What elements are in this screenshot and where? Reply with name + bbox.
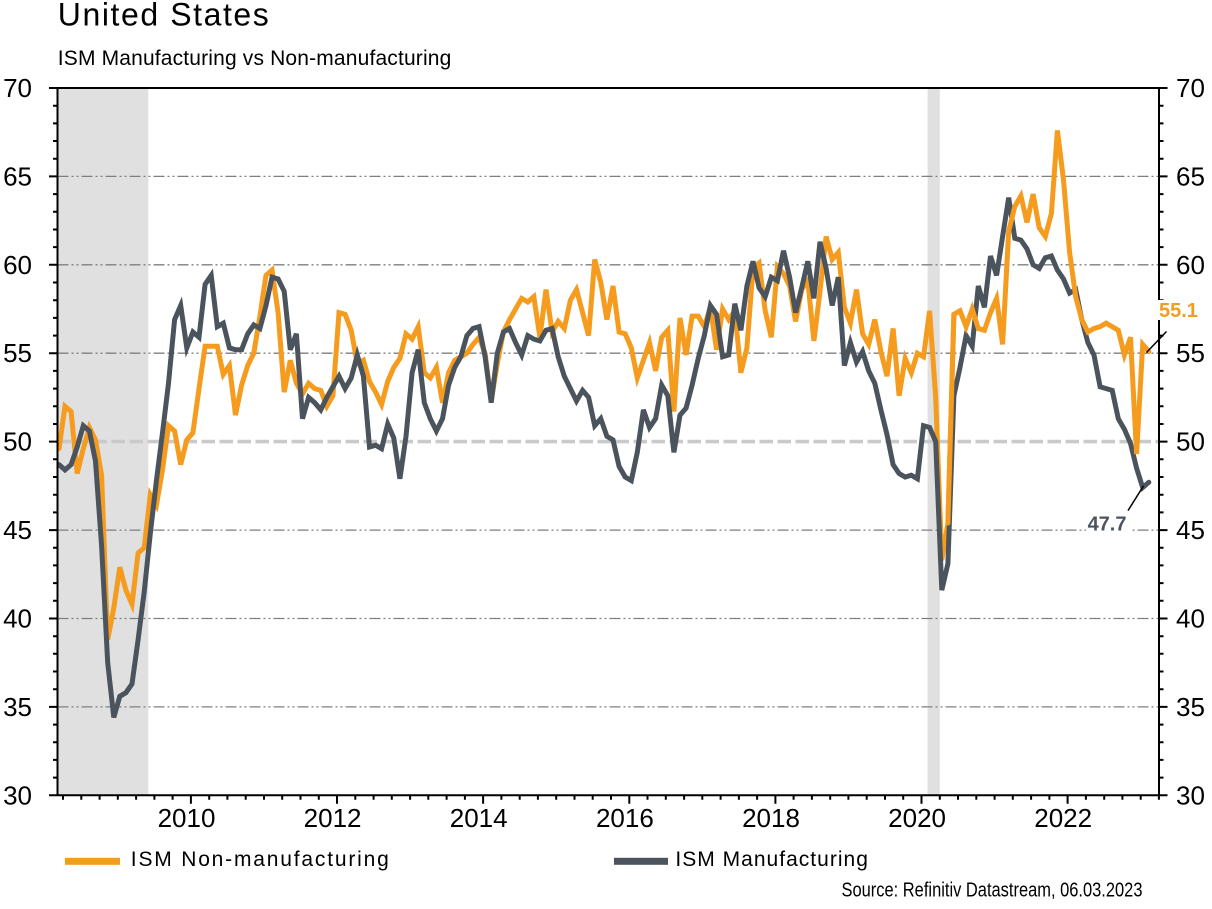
svg-text:30: 30 <box>1176 780 1205 810</box>
svg-text:40: 40 <box>1176 604 1205 634</box>
svg-text:35: 35 <box>3 692 32 722</box>
svg-text:2020: 2020 <box>888 803 946 833</box>
svg-text:50: 50 <box>1176 427 1205 457</box>
svg-text:60: 60 <box>1176 250 1205 280</box>
svg-text:United States: United States <box>58 0 269 33</box>
svg-text:2022: 2022 <box>1034 803 1092 833</box>
svg-text:Source: Refinitiv Datastream,: Source: Refinitiv Datastream, 06.03.2023 <box>842 879 1143 901</box>
svg-text:ISM Non-manufacturing: ISM Non-manufacturing <box>131 848 389 871</box>
svg-text:55: 55 <box>3 338 32 368</box>
svg-text:40: 40 <box>3 604 32 634</box>
svg-text:65: 65 <box>3 161 32 191</box>
svg-text:45: 45 <box>1176 515 1205 545</box>
svg-text:70: 70 <box>3 73 32 103</box>
svg-text:2016: 2016 <box>596 803 654 833</box>
svg-text:50: 50 <box>3 427 32 457</box>
svg-text:60: 60 <box>3 250 32 280</box>
svg-text:2018: 2018 <box>742 803 800 833</box>
svg-text:65: 65 <box>1176 161 1205 191</box>
svg-text:55: 55 <box>1176 338 1205 368</box>
svg-text:ISM Manufacturing: ISM Manufacturing <box>675 848 868 871</box>
svg-text:70: 70 <box>1176 73 1205 103</box>
svg-text:55.1: 55.1 <box>1159 300 1198 322</box>
svg-text:47.7: 47.7 <box>1088 514 1127 536</box>
svg-text:2012: 2012 <box>304 803 362 833</box>
svg-text:2010: 2010 <box>158 803 216 833</box>
svg-text:30: 30 <box>3 780 32 810</box>
svg-text:ISM Manufacturing vs Non-manuf: ISM Manufacturing vs Non-manufacturing <box>58 47 452 70</box>
svg-text:45: 45 <box>3 515 32 545</box>
svg-text:2014: 2014 <box>450 803 508 833</box>
svg-text:35: 35 <box>1176 692 1205 722</box>
